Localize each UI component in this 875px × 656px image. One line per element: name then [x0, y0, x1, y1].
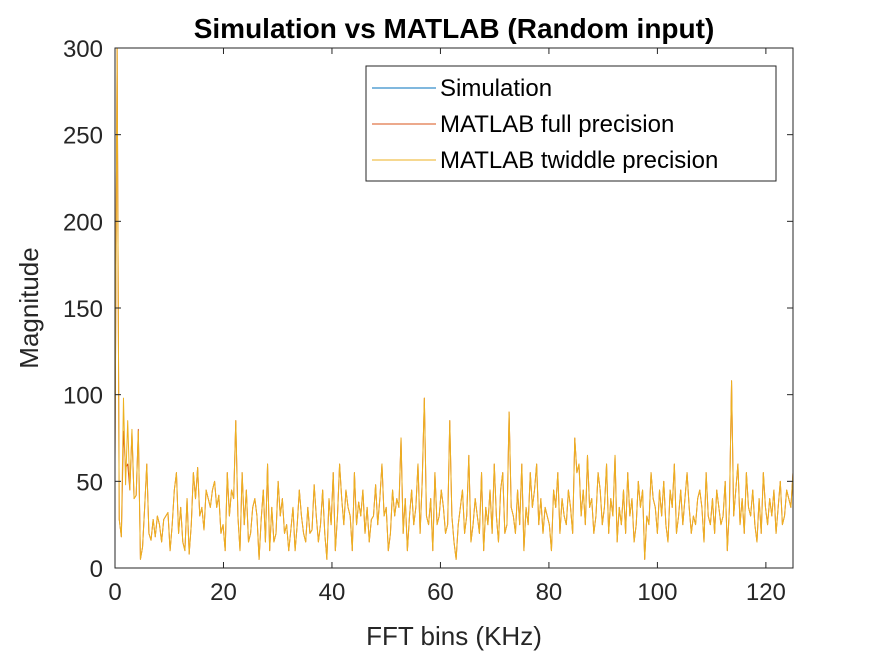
x-tick-label: 0: [108, 579, 121, 606]
y-tick-label: 50: [76, 469, 103, 496]
legend: Simulation MATLAB full precision MATLAB tw…: [365, 65, 777, 182]
x-tick-label: 40: [319, 579, 346, 606]
x-tick-label: 100: [637, 579, 677, 606]
legend-label: Simulation: [440, 75, 552, 102]
y-tick-label: 100: [63, 383, 103, 410]
x-tick-label: 20: [210, 579, 237, 606]
y-axis-label: Magnitude: [14, 247, 44, 368]
series-line-2: [115, 48, 793, 560]
y-tick-label: 300: [63, 36, 103, 63]
x-axis-label: FFT bins (KHz): [366, 621, 542, 651]
x-axis: 0 20 40 60 80 100 120: [108, 48, 786, 606]
y-tick-label: 150: [63, 296, 103, 323]
series-layer: [115, 48, 793, 560]
x-tick-label: 80: [536, 579, 563, 606]
y-tick-label: 0: [90, 556, 103, 583]
legend-label: MATLAB full precision: [440, 111, 674, 138]
chart-title: Simulation vs MATLAB (Random input): [194, 13, 715, 44]
x-tick-label: 120: [746, 579, 786, 606]
legend-label: MATLAB twiddle precision: [440, 147, 718, 174]
y-axis: 0 50 100 150 200 250 300: [63, 36, 793, 583]
y-tick-label: 250: [63, 123, 103, 150]
x-tick-label: 60: [427, 579, 454, 606]
y-tick-label: 200: [63, 209, 103, 236]
